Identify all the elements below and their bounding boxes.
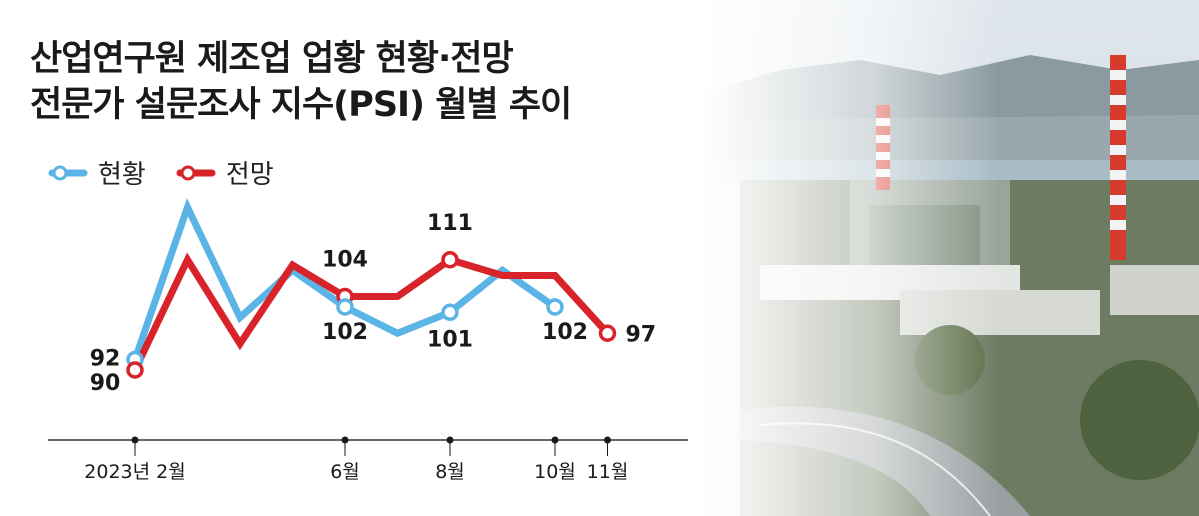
data-label-3: 102 — [322, 320, 368, 345]
x-tick-label-1: 6월 — [330, 461, 360, 483]
industrial-plant-photo — [700, 0, 1199, 516]
x-tick-label-4: 11월 — [587, 461, 629, 483]
legend-label-jeonmang: 전망 — [225, 160, 274, 190]
chart-title: 산업연구원 제조업 업황 현황·전망 전문가 설문조사 지수(PSI) 월별 추… — [30, 36, 572, 128]
point-marker-3 — [336, 298, 354, 316]
point-marker-4 — [441, 251, 459, 269]
data-label-2: 104 — [322, 248, 368, 273]
x-tick-label-2: 8월 — [435, 461, 465, 483]
x-tick-label-0: 2023년 2월 — [84, 461, 185, 483]
data-label-7: 97 — [626, 322, 657, 347]
legend-marker-blue — [48, 165, 88, 180]
legend-item-hyeonhwang: 현황 — [48, 154, 146, 191]
chart-title-line1: 산업연구원 제조업 업황 현황·전망 — [30, 39, 514, 79]
legend-marker-red — [176, 165, 216, 180]
data-label-6: 102 — [542, 320, 588, 345]
data-label-5: 101 — [427, 327, 473, 352]
chart-title-line2: 전문가 설문조사 지수(PSI) 월별 추이 — [30, 85, 572, 125]
point-marker-5 — [441, 303, 459, 321]
series-line-1 — [131, 252, 611, 372]
data-label-4: 111 — [427, 211, 473, 236]
data-label-0: 92 — [90, 347, 121, 372]
point-marker-7 — [598, 324, 617, 342]
data-label-1: 90 — [90, 371, 121, 396]
legend: 현황 전망 — [48, 154, 274, 191]
x-tick-label-3: 10월 — [534, 461, 576, 483]
point-marker-1 — [126, 361, 144, 379]
legend-item-jeonmang: 전망 — [176, 154, 274, 191]
legend-label-hyeonhwang: 현황 — [98, 160, 146, 190]
point-marker-6 — [546, 298, 564, 316]
